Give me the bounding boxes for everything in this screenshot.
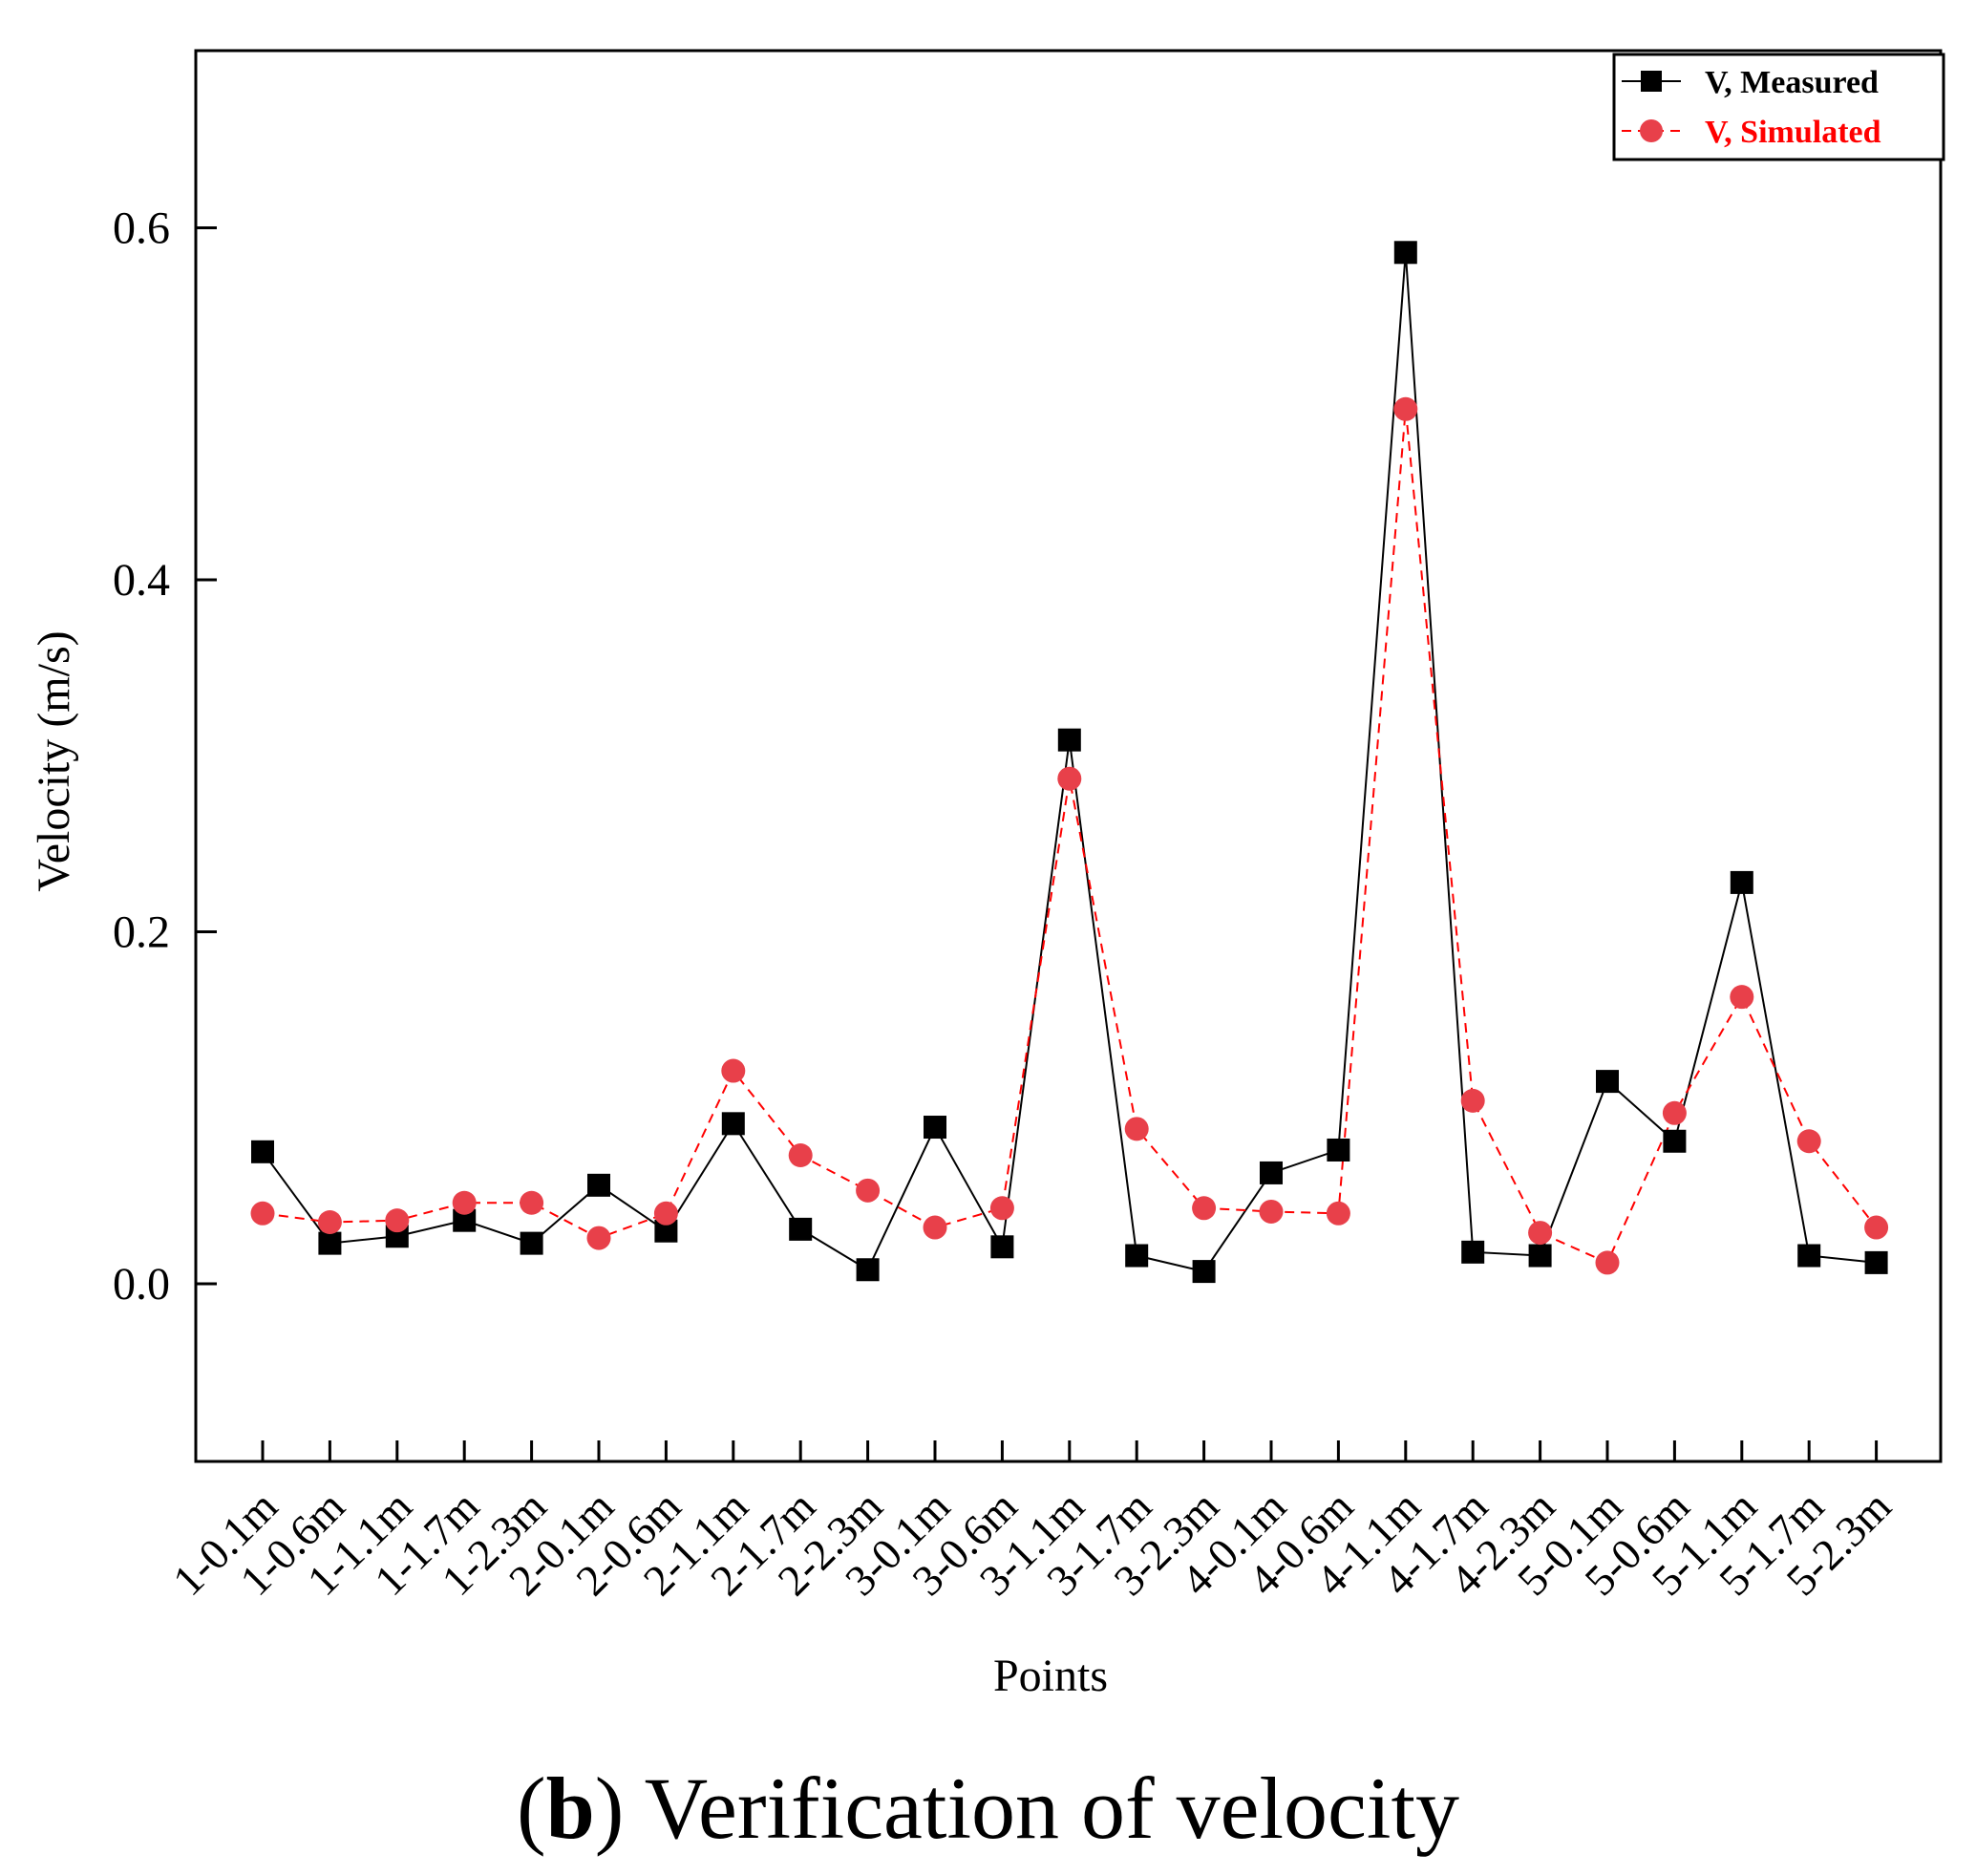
- simulated-point: [1393, 396, 1418, 421]
- measured-point: [520, 1231, 543, 1255]
- legend-box: [1612, 53, 1945, 161]
- simulated-point: [317, 1210, 342, 1235]
- simulated-point: [1796, 1129, 1821, 1154]
- legend-simulated-label: V, Simulated: [1705, 115, 1881, 150]
- measured-point: [856, 1258, 880, 1282]
- measured-point: [721, 1112, 745, 1136]
- measured-point: [1461, 1240, 1485, 1264]
- velocity-chart: 0.0 0.2 0.4 0.6 1-0.1m1-0.6m1-1.1m1-1.7m1-2…: [29, 49, 1945, 1701]
- simulated-point: [989, 1196, 1014, 1221]
- figure-caption: (b) Verification of velocity: [0, 1758, 1976, 1859]
- simulated-point: [923, 1215, 947, 1240]
- measured-point: [1596, 1070, 1619, 1094]
- simulated-point: [856, 1178, 881, 1203]
- simulated-point: [721, 1058, 746, 1083]
- caption-open-paren: (: [516, 1759, 546, 1857]
- y-tick-labels: 0.0 0.2 0.4 0.6: [113, 203, 170, 1311]
- measured-point: [789, 1217, 813, 1241]
- simulated-point: [1057, 766, 1082, 791]
- x-axis-label: Points: [993, 1651, 1108, 1701]
- simulated-point: [1528, 1221, 1553, 1246]
- measured-point: [924, 1116, 946, 1140]
- legend-simulated-marker: [1640, 119, 1663, 142]
- simulated-point: [1730, 985, 1754, 1010]
- simulated-point: [1460, 1088, 1485, 1113]
- series-markers: [250, 241, 1889, 1284]
- measured-point: [587, 1173, 610, 1197]
- measured-point: [1327, 1138, 1350, 1162]
- caption-letter: b: [545, 1759, 595, 1857]
- measured-point: [1730, 870, 1753, 894]
- y-tick-label: 0.6: [113, 203, 170, 254]
- simulated-point: [385, 1208, 410, 1233]
- simulated-point: [1192, 1196, 1217, 1221]
- y-tick-label: 0.0: [113, 1259, 170, 1310]
- measured-point: [1192, 1260, 1216, 1284]
- measured-point: [1864, 1250, 1888, 1274]
- measured-point: [251, 1140, 274, 1163]
- measured-point: [318, 1231, 342, 1255]
- legend-measured-marker: [1641, 71, 1662, 92]
- series-lines: [262, 252, 1878, 1273]
- measured-point: [1125, 1244, 1149, 1268]
- measured-point: [1528, 1244, 1552, 1268]
- measured-series-line: [262, 252, 1877, 1273]
- simulated-series-line: [262, 409, 1878, 1265]
- simulated-point: [653, 1201, 678, 1226]
- measured-point: [1797, 1244, 1821, 1268]
- measured-point: [1393, 241, 1417, 265]
- simulated-point: [452, 1190, 477, 1215]
- simulated-point: [1595, 1250, 1620, 1275]
- y-tick-label: 0.4: [113, 555, 170, 606]
- measured-point: [990, 1235, 1014, 1259]
- simulated-point: [1662, 1100, 1687, 1125]
- axis-ticks: [196, 226, 1879, 1461]
- simulated-point: [1259, 1199, 1284, 1224]
- x-tick-labels: 1-0.1m1-0.6m1-1.1m1-1.7m1-2.3m2-0.1m2-0.…: [163, 1482, 1901, 1605]
- simulated-point: [1864, 1215, 1889, 1240]
- simulated-point: [586, 1226, 611, 1250]
- simulated-point: [1326, 1201, 1350, 1226]
- measured-point: [1057, 728, 1081, 752]
- legend-measured-label: V, Measured: [1705, 65, 1879, 100]
- simulated-point: [1124, 1117, 1149, 1141]
- simulated-point: [520, 1190, 544, 1215]
- y-tick-label: 0.2: [113, 907, 170, 958]
- simulated-point: [788, 1142, 813, 1167]
- simulated-point: [250, 1201, 275, 1226]
- measured-point: [1260, 1161, 1283, 1184]
- caption-text: ) Verification of velocity: [594, 1759, 1460, 1857]
- y-axis-label: Velocity (m/s): [29, 630, 79, 891]
- measured-point: [1663, 1129, 1687, 1153]
- legend: V, Measured V, Simulated: [1612, 53, 1945, 161]
